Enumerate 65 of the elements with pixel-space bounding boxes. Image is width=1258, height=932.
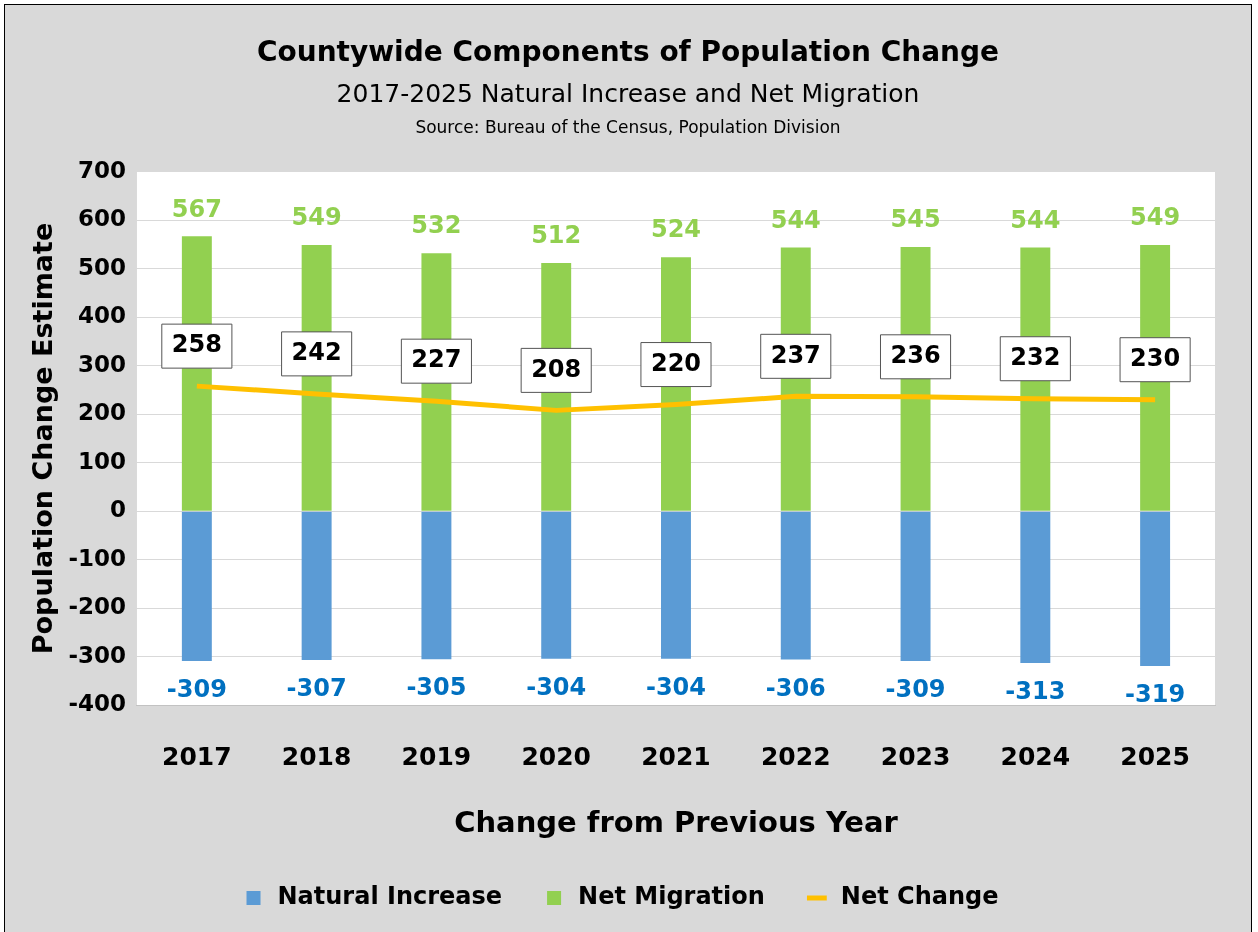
data-label: 524 [650, 215, 702, 244]
data-label: 544 [1010, 205, 1061, 234]
x-tick-label: 2023 [880, 741, 951, 771]
y-tick-label: 700 [77, 156, 126, 183]
data-label: 512 [531, 221, 582, 250]
y-tick-label: -200 [68, 593, 126, 620]
data-label: -306 [765, 673, 826, 702]
y-tick-label: 400 [77, 302, 126, 329]
legend-label: Net Migration [578, 882, 765, 911]
y-tick-label: 500 [77, 253, 126, 280]
data-label: -305 [406, 673, 467, 702]
data-label: 549 [1130, 203, 1181, 232]
data-label: -304 [526, 672, 587, 701]
y-tick-label: -100 [68, 544, 126, 571]
data-label: -309 [166, 675, 227, 704]
x-tick-label: 2022 [760, 741, 831, 771]
legend-label: Net Change [840, 882, 999, 911]
x-tick-label: 2019 [401, 741, 472, 771]
bar [661, 511, 691, 659]
data-label: 242 [291, 338, 342, 367]
data-label: 545 [890, 205, 941, 234]
bar [541, 511, 572, 659]
data-label: -319 [1125, 680, 1186, 709]
data-label: 230 [1130, 343, 1181, 372]
data-label: 220 [650, 348, 702, 377]
x-tick-label: 2025 [1120, 741, 1190, 771]
bar [1020, 511, 1051, 664]
legend-label: Natural Increase [277, 882, 503, 911]
y-tick-label: 100 [77, 447, 126, 474]
source-note: Source: Bureau of the Census, Population Division [414, 117, 842, 137]
y-tick-label: 0 [109, 496, 126, 523]
y-tick-label: -300 [68, 641, 126, 668]
data-label: 544 [770, 205, 821, 234]
bar [181, 511, 212, 662]
chart-subtitle: 2017-2025 Natural Increase and Net Migration [335, 79, 921, 108]
data-label: 237 [770, 340, 821, 369]
data-label: -309 [885, 675, 946, 704]
bar [780, 511, 811, 660]
data-label: 549 [291, 203, 342, 232]
x-tick-label: 2017 [162, 741, 232, 771]
bar [900, 511, 931, 662]
data-label: 208 [531, 354, 582, 383]
data-label: 236 [890, 341, 941, 370]
data-label: -304 [645, 672, 707, 701]
bar [421, 511, 452, 660]
x-tick-label: 2018 [281, 741, 352, 771]
bar [301, 511, 332, 661]
data-label: 232 [1010, 342, 1061, 371]
data-label: -307 [286, 674, 347, 703]
y-tick-label: 200 [77, 399, 126, 426]
data-label: 227 [411, 345, 462, 374]
y-tick-label: 600 [77, 205, 126, 232]
y-tick-label: 300 [77, 350, 126, 377]
x-axis-title: Change from Previous Year [454, 805, 899, 840]
data-label: -313 [1005, 677, 1066, 706]
chart-title: Countywide Components of Population Change [255, 35, 1001, 68]
data-label: 258 [171, 330, 222, 359]
data-label: 567 [171, 194, 222, 223]
x-tick-label: 2024 [1000, 741, 1071, 771]
y-tick-label: -400 [68, 690, 126, 717]
x-tick-label: 2021 [641, 741, 711, 771]
y-axis-title: Population Change Estimate [27, 222, 59, 655]
data-label: 532 [411, 211, 462, 240]
x-tick-label: 2020 [521, 741, 591, 771]
bar [1140, 511, 1171, 666]
